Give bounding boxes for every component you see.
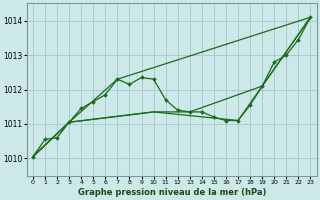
- X-axis label: Graphe pression niveau de la mer (hPa): Graphe pression niveau de la mer (hPa): [77, 188, 266, 197]
